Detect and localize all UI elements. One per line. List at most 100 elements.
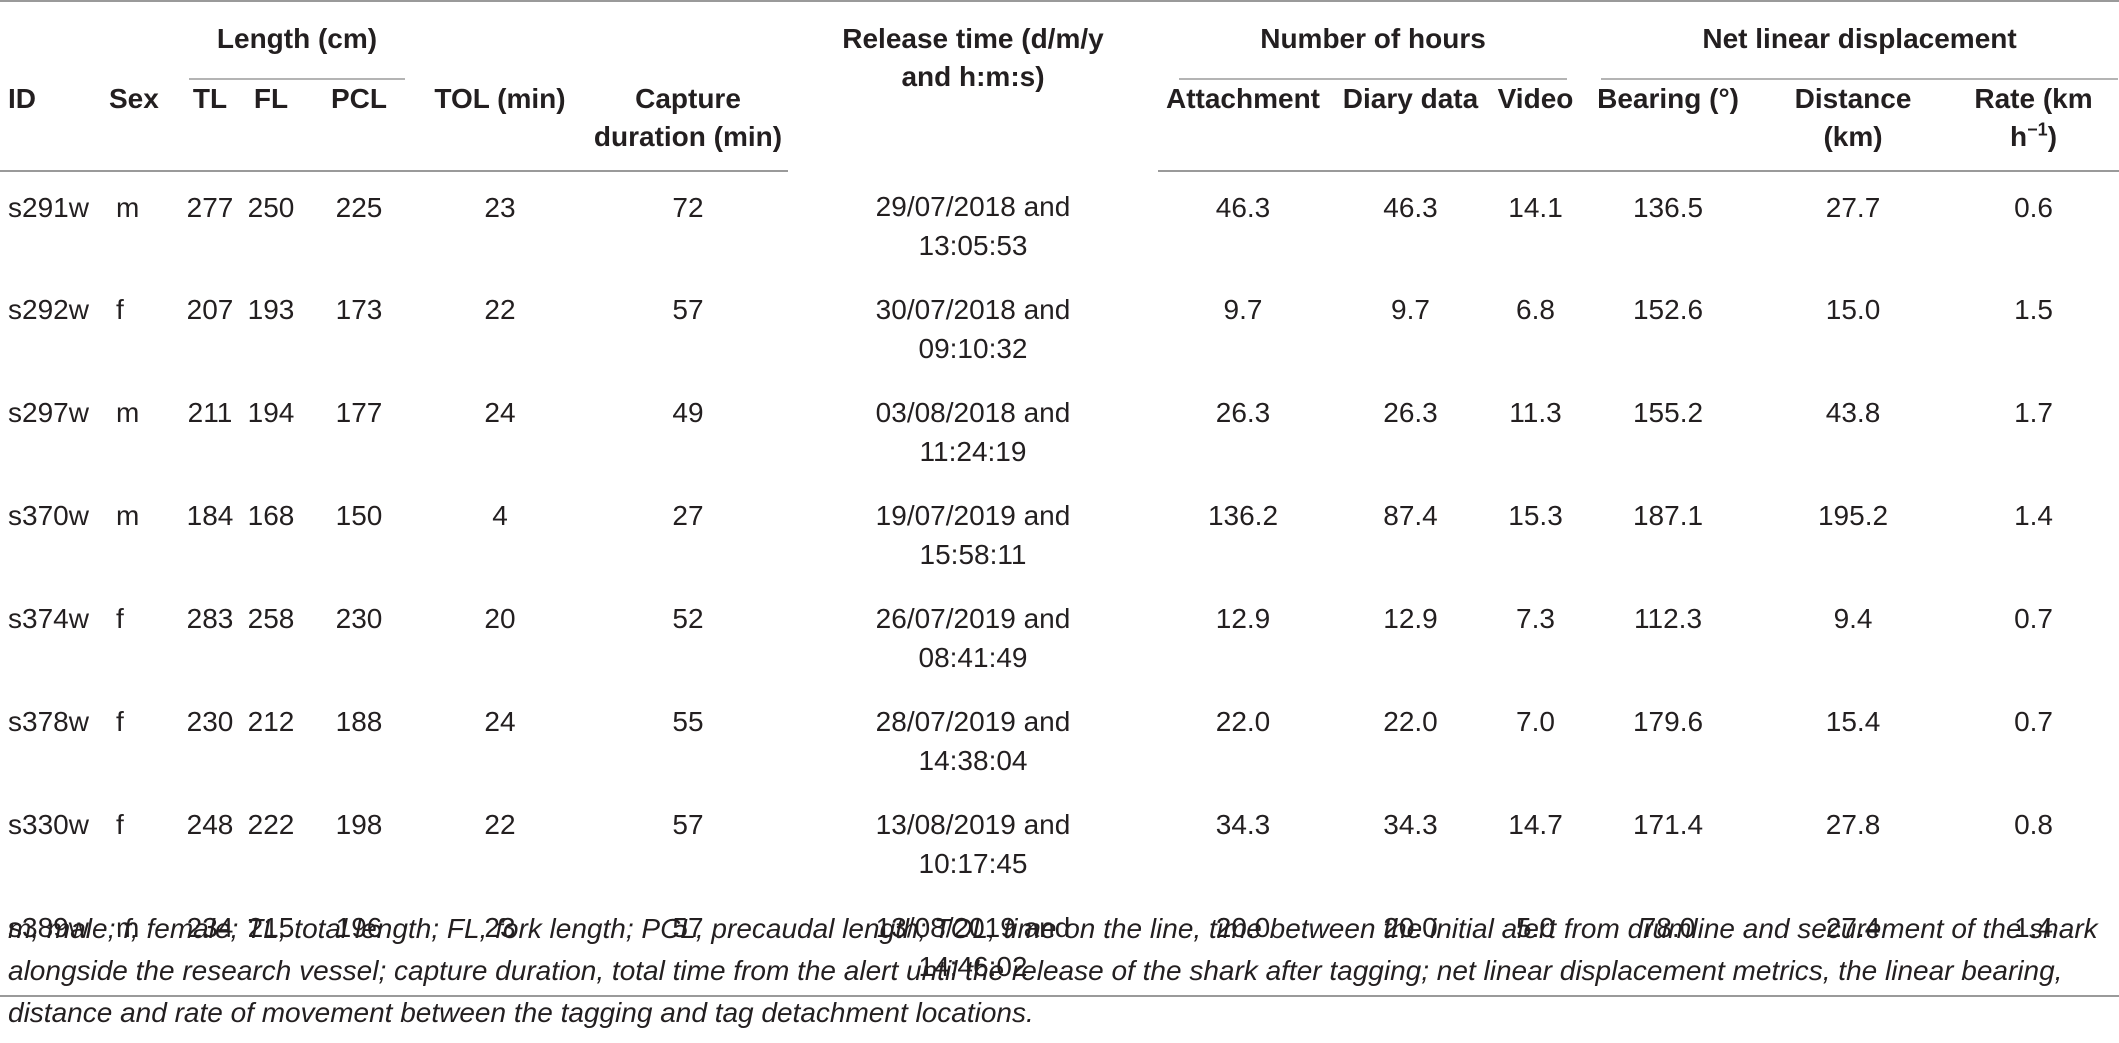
diary-cell: 20.0 — [1328, 892, 1493, 997]
diary-cell: 46.3 — [1383, 192, 1438, 223]
capture-cell: 49 — [672, 397, 704, 428]
release-cell: 03/08/2018 and 11:24:19 — [788, 377, 1158, 480]
id-cell: s330w — [8, 809, 89, 840]
release-time: 11:24:19 — [919, 436, 1027, 467]
release-date: 28/07/2019 and — [875, 706, 1071, 737]
distance-cell: 15.0 — [1825, 294, 1881, 325]
video-cell: 6.8 — [1516, 294, 1555, 325]
rate-cell: 1.4 — [2014, 500, 2053, 531]
release-time: 08:41:49 — [918, 642, 1028, 673]
table-header: Length (cm) Release time (d/m/y and h:m:… — [0, 1, 2119, 172]
rate-cell: 0.8 — [2014, 809, 2053, 840]
table-row: s378w f 230 212 188 24 55 28/07/2019 and 14:38:0… — [0, 686, 2119, 789]
attachment-cell: 22.0 — [1215, 706, 1271, 737]
rate-header: Rate (km h−1) — [1948, 80, 2119, 172]
distance-cell: 27.8 — [1825, 809, 1881, 840]
bearing-cell: 136.5 — [1632, 192, 1704, 223]
release-time: 13:05:53 — [918, 230, 1028, 261]
length-group-header: Length (cm) — [189, 20, 405, 80]
bearing-cell: 155.2 — [1632, 397, 1704, 428]
bearing-cell: 171.4 — [1632, 809, 1704, 840]
video-cell: 11.3 — [1509, 397, 1562, 428]
table-row: s389w m 234 215 196 23 57 13/08/2019 and 14:46:0… — [0, 892, 2119, 997]
pcl-cell: 225 — [335, 192, 383, 223]
capture-cell: 72 — [672, 192, 704, 223]
tl-cell: 211 — [187, 397, 233, 428]
table-footnote: m, male; f, female; TL, total length; FL… — [8, 913, 2098, 1028]
attachment-cell: 9.7 — [1223, 294, 1263, 325]
table-body: s291w m 277 250 225 23 72 29/07/2018 and 13:05:5… — [0, 171, 2119, 997]
id-cell: s292w — [8, 294, 89, 325]
fl-header: FL — [236, 80, 306, 172]
distance-cell: 195.2 — [1817, 500, 1889, 531]
release-date: 29/07/2018 and — [875, 191, 1071, 222]
release-cell: 13/08/2019 and 10:17:45 — [788, 789, 1158, 892]
pcl-cell: 188 — [335, 706, 383, 737]
table-row: s291w m 277 250 225 23 72 29/07/2018 and 13:05:5… — [0, 171, 2119, 274]
tl-cell: 230 — [186, 706, 234, 737]
table-row: s330w f 248 222 198 22 57 13/08/2019 and 10:17:4… — [0, 789, 2119, 892]
id-header: ID — [0, 80, 108, 172]
distance-cell: 27.7 — [1825, 192, 1881, 223]
sex-cell: m — [116, 192, 140, 223]
diary-cell: 87.4 — [1383, 500, 1438, 531]
tol-cell: 4 — [492, 500, 508, 531]
tol-cell: 22 — [484, 809, 516, 840]
video-cell: 14.1 — [1508, 192, 1563, 223]
data-table: Length (cm) Release time (d/m/y and h:m:… — [0, 1, 2119, 997]
bearing-cell: 152.6 — [1632, 294, 1704, 325]
pcl-cell: 173 — [335, 294, 383, 325]
tl-header: TL — [184, 80, 236, 172]
distance-header: Distance (km) — [1758, 80, 1949, 172]
pcl-header: PCL — [306, 80, 412, 172]
tol-cell: 23 — [484, 192, 516, 223]
attachment-cell: 12.9 — [1215, 603, 1271, 634]
attachment-header: Attachment — [1158, 80, 1328, 172]
fl-cell: 258 — [247, 603, 295, 634]
fl-cell: 194 — [247, 397, 295, 428]
tl-cell: 283 — [186, 603, 234, 634]
sex-cell: m — [116, 500, 140, 531]
bearing-cell: 78.0 — [1578, 892, 1759, 997]
capture-cell: 57 — [672, 294, 704, 325]
tl-cell: 184 — [186, 500, 234, 531]
id-cell: s370w — [8, 500, 89, 531]
fl-cell: 222 — [247, 809, 295, 840]
distance-cell: 43.8 — [1825, 397, 1881, 428]
displacement-group-header: Net linear displacement — [1601, 20, 2119, 80]
capture-cell: 57 — [672, 809, 704, 840]
tol-cell: 23 — [412, 892, 588, 997]
video-header: Video — [1493, 80, 1579, 172]
capture-cell: 52 — [672, 603, 704, 634]
id-cell: s378w — [8, 706, 89, 737]
tol-cell: 24 — [484, 706, 516, 737]
id-cell: s374w — [8, 603, 89, 634]
rate-cell: 1.7 — [2014, 397, 2053, 428]
fl-cell: 193 — [247, 294, 295, 325]
pcl-cell: 198 — [335, 809, 383, 840]
sex-cell: f — [116, 603, 124, 634]
release-time: 15:58:11 — [919, 539, 1027, 570]
release-date: 03/08/2018 and — [875, 397, 1071, 428]
rate-cell: 0.6 — [2014, 192, 2053, 223]
bearing-cell: 187.1 — [1632, 500, 1704, 531]
table-row: s297w m 211 194 177 24 49 03/08/2018 and 11:24:1… — [0, 377, 2119, 480]
sex-cell: f — [116, 809, 124, 840]
pcl-cell: 177 — [335, 397, 383, 428]
sex-header: Sex — [108, 80, 184, 172]
diary-cell: 22.0 — [1383, 706, 1438, 737]
release-date: 30/07/2018 and — [875, 294, 1071, 325]
attachment-cell: 34.3 — [1215, 809, 1271, 840]
release-time: 09:10:32 — [918, 333, 1028, 364]
table-row: s374w f 283 258 230 20 52 26/07/2019 and 08:41:4… — [0, 583, 2119, 686]
diary-header: Diary data — [1328, 80, 1493, 172]
release-date: 26/07/2019 and — [875, 603, 1071, 634]
tl-cell: 234 — [184, 892, 236, 997]
id-cell: s291w — [8, 192, 89, 223]
pcl-cell: 150 — [335, 500, 383, 531]
video-cell: 7.0 — [1516, 706, 1555, 737]
distance-cell: 9.4 — [1833, 603, 1873, 634]
attachment-cell: 20.0 — [1158, 892, 1328, 997]
rate-cell: 0.7 — [2014, 603, 2053, 634]
attachment-cell: 46.3 — [1215, 192, 1271, 223]
